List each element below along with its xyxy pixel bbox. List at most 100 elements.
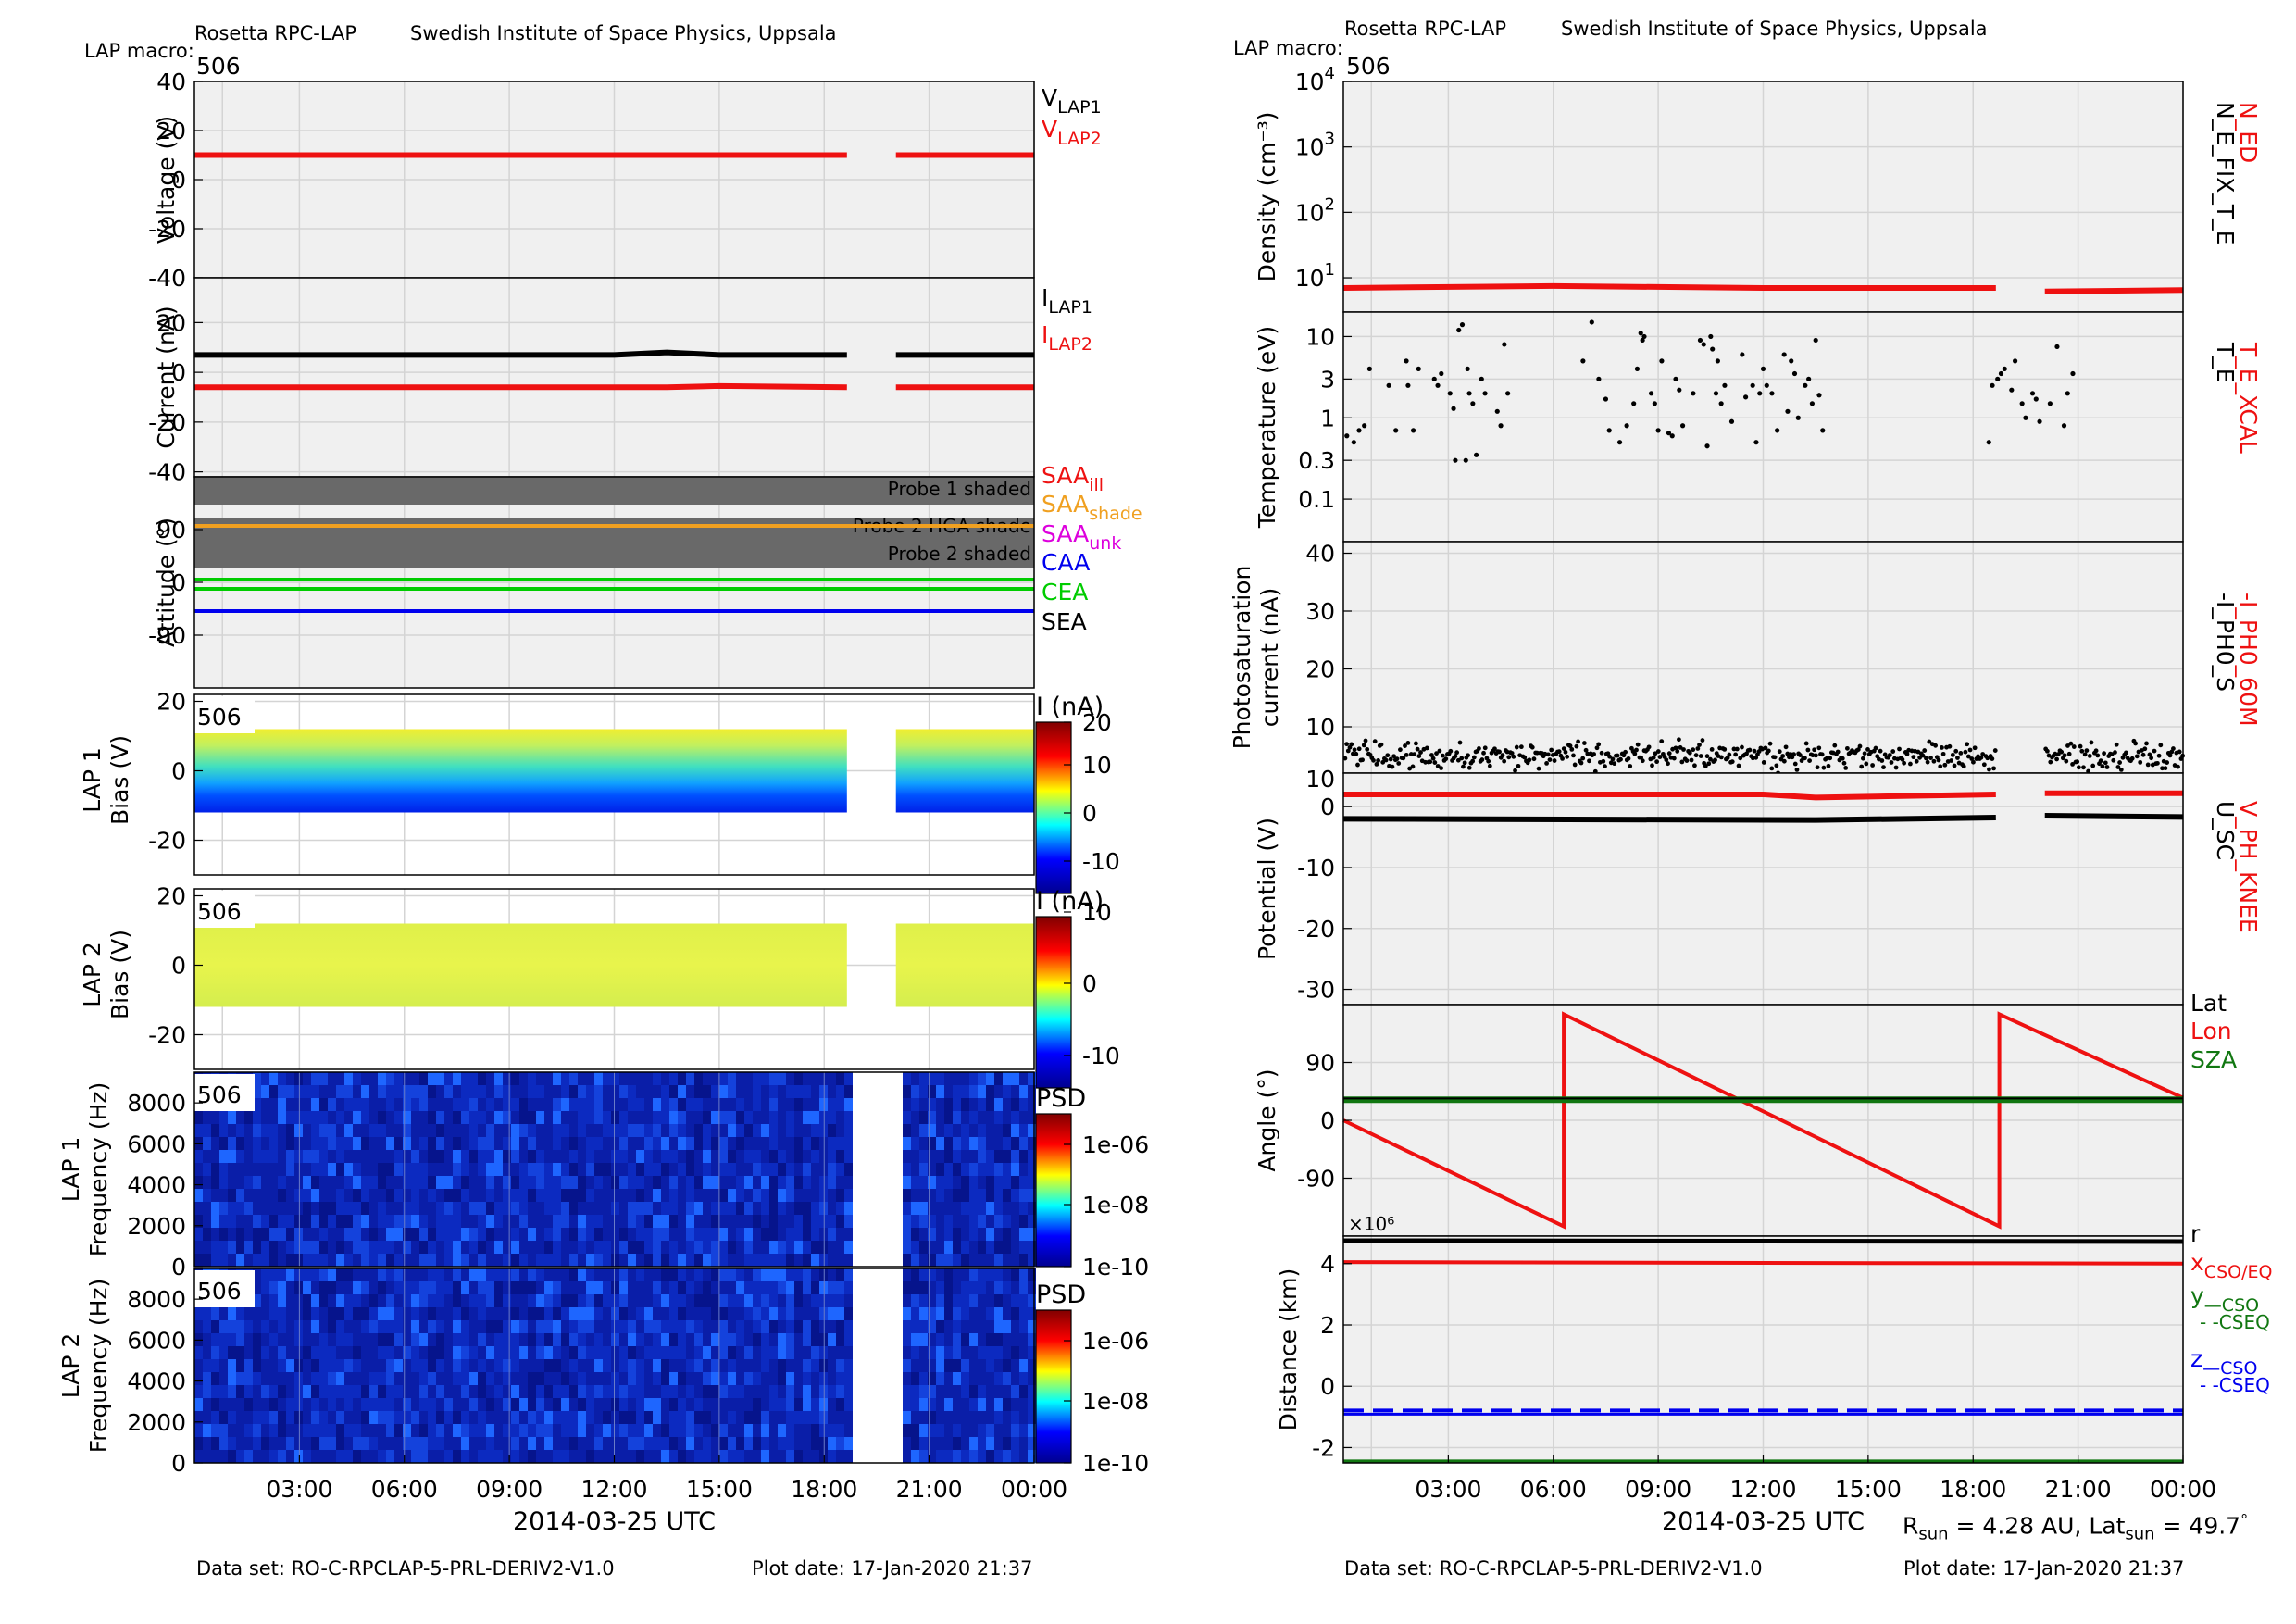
- lap1psd-cell: [319, 1215, 328, 1228]
- lap2psd-cell: [278, 1398, 286, 1411]
- photosaturation-point: [1497, 749, 1502, 755]
- lap2psd-cell: [819, 1385, 828, 1398]
- lap1psd-cell: [761, 1124, 769, 1137]
- lap1psd-cell: [494, 1176, 503, 1189]
- lap1psd-cell: [353, 1085, 361, 1098]
- lap2psd-cell: [578, 1320, 586, 1333]
- lap1psd-cell: [844, 1111, 853, 1124]
- lap2psd-cell: [244, 1424, 253, 1437]
- temperature-ytick-label-0: 10: [1305, 323, 1335, 350]
- lap2psd-cell: [236, 1398, 244, 1411]
- lap2psd-cell: [494, 1385, 503, 1398]
- lap1psd-cell: [603, 1137, 611, 1150]
- temperature-point-90: [2023, 415, 2028, 420]
- lap2psd-cell: [336, 1333, 344, 1346]
- lap2psd-cell: [669, 1359, 678, 1372]
- lap2psd-cell: [603, 1437, 611, 1450]
- lap1psd-cell: [369, 1254, 378, 1267]
- temperature-point-87: [2009, 387, 2015, 393]
- temperature-point-73: [1789, 358, 1794, 364]
- lap1psd-cell: [519, 1072, 528, 1085]
- lap2psd-cell: [286, 1346, 294, 1359]
- lap1psd-cell: [628, 1189, 636, 1202]
- lap1psd-cell: [919, 1228, 928, 1241]
- photosaturation-point: [1576, 739, 1580, 744]
- lap1psd-cell: [261, 1137, 269, 1150]
- lap1psd-cell: [361, 1189, 369, 1202]
- lap2psd-cell: [753, 1307, 761, 1320]
- lap1psd-cell: [778, 1189, 786, 1202]
- density-ytick-label-1: 103: [1295, 130, 1335, 161]
- voltage-ytick-label-4: -40: [148, 265, 186, 292]
- lap1psd-cell: [1028, 1124, 1036, 1137]
- lap2psd-cell: [211, 1372, 219, 1385]
- lap2psd-cell: [569, 1307, 578, 1320]
- lap2psd-cell: [628, 1268, 636, 1281]
- lap2psd-cell: [378, 1398, 386, 1411]
- lap1psd-cell: [819, 1111, 828, 1124]
- lap2psd-cell: [569, 1268, 578, 1281]
- lap1psd-cell: [953, 1202, 961, 1215]
- lap2psd-cell: [594, 1385, 603, 1398]
- lap2psd-cell: [211, 1411, 219, 1424]
- lap1psd-cell: [236, 1163, 244, 1176]
- lap1psd-cell: [436, 1124, 444, 1137]
- lap2psd-cell: [719, 1359, 728, 1372]
- lap2psd-cell: [728, 1268, 736, 1281]
- lap1psd-cell: [469, 1111, 478, 1124]
- lap1psd-cell: [478, 1176, 486, 1189]
- photosaturation-point: [1360, 757, 1365, 763]
- lap2psd-cell: [961, 1294, 969, 1307]
- lap2psd-cell: [786, 1294, 794, 1307]
- lap1psd-cell: [928, 1085, 936, 1098]
- photosaturation-point: [1388, 756, 1393, 762]
- photosaturation-point: [2156, 753, 2162, 758]
- lap1psd-cell: [569, 1150, 578, 1163]
- lap1psd-cell: [328, 1150, 336, 1163]
- lap2psd-cell: [203, 1320, 211, 1333]
- lap1psd-cell: [986, 1202, 994, 1215]
- lap1psd-cell: [528, 1228, 536, 1241]
- lap1psd-cell: [278, 1215, 286, 1228]
- lap1psd-cell: [669, 1085, 678, 1098]
- lap2psd-cell: [444, 1307, 453, 1320]
- lap1psd-cell: [1011, 1202, 1019, 1215]
- lap2psd-cell: [703, 1450, 711, 1463]
- lap1psd-cell: [336, 1111, 344, 1124]
- lap1psd-cell: [403, 1072, 411, 1085]
- lap1psd-cell: [928, 1189, 936, 1202]
- lap2psd-cell: [786, 1268, 794, 1281]
- lap1psd-cell: [411, 1124, 419, 1137]
- lap2psd-cell: [511, 1359, 519, 1372]
- lap1psd-cell: [461, 1241, 469, 1254]
- lap2psd-cell: [586, 1385, 594, 1398]
- lap1psd-cell: [336, 1150, 344, 1163]
- lap2psd-cell: [528, 1385, 536, 1398]
- lap2psd-cell: [269, 1450, 278, 1463]
- lap1psd-cell: [436, 1228, 444, 1241]
- lap2psd-macro-box: [194, 1270, 255, 1307]
- lap2psd-cell: [603, 1372, 611, 1385]
- lap1psd-cell: [1003, 1124, 1011, 1137]
- lap2psd-cell: [694, 1359, 703, 1372]
- lap1psd-cell: [453, 1189, 461, 1202]
- temperature-point-97: [2065, 391, 2070, 396]
- lap1psd-cell: [769, 1085, 778, 1098]
- lap2psd-cell: [361, 1437, 369, 1450]
- photosaturation-point: [2062, 753, 2067, 758]
- lap2psd-cell: [936, 1359, 944, 1372]
- photosaturation-point: [1992, 748, 1998, 753]
- photosaturation-point: [1942, 762, 1948, 768]
- lap1psd-cell: [678, 1150, 686, 1163]
- lap1psd-cell: [536, 1098, 544, 1111]
- lap2psd-cell: [336, 1437, 344, 1450]
- lap1psd-cell: [761, 1176, 769, 1189]
- lap2psd-cell: [403, 1398, 411, 1411]
- photosaturation-point: [1971, 759, 1976, 765]
- lap1psd-cell: [561, 1137, 569, 1150]
- lap1psd-cell: [386, 1215, 394, 1228]
- lap2psd-cell: [986, 1437, 994, 1450]
- right-xtick-label-2: 09:00: [1625, 1476, 1691, 1503]
- lap1psd-cell: [194, 1202, 203, 1215]
